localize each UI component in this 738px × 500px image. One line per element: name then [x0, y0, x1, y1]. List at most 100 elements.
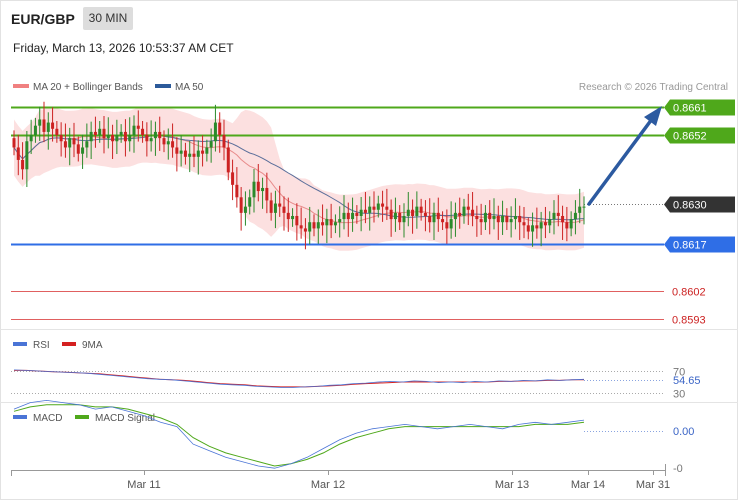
- rsi-tick-label: 70: [673, 367, 685, 379]
- candle-body: [235, 184, 239, 198]
- rsi-line: [13, 369, 585, 388]
- candle-body: [398, 212, 402, 223]
- symbol-title: EUR/GBP: [11, 11, 75, 27]
- candle-body: [372, 206, 376, 210]
- candle-body: [561, 215, 565, 223]
- level-tag-0: [664, 99, 735, 116]
- research-credit: Research © 2026 Trading Central: [579, 82, 728, 93]
- candle-body: [539, 222, 543, 229]
- candle-body: [299, 225, 303, 229]
- candle-body: [243, 206, 247, 213]
- candle-body: [329, 219, 333, 226]
- candle-body: [149, 138, 153, 142]
- candle-body: [453, 212, 457, 220]
- candle-body: [509, 219, 513, 223]
- candle-body: [158, 131, 162, 139]
- candle-body: [248, 197, 252, 207]
- candle-body: [273, 203, 277, 213]
- candle-body: [513, 215, 517, 220]
- level-label-4: 0.8602: [672, 287, 706, 299]
- candle-body: [226, 147, 230, 173]
- candle-body: [535, 225, 539, 229]
- ma50-legend-label: MA 50: [175, 82, 204, 93]
- candle-body: [419, 206, 423, 213]
- candle-body: [141, 128, 145, 136]
- candle-body: [531, 225, 535, 232]
- candle-body: [153, 131, 157, 139]
- candle-body: [68, 138, 72, 148]
- candle-body: [132, 125, 136, 136]
- timestamp: Friday, March 13, 2026 10:53:37 AM CET: [13, 41, 234, 55]
- candle-body: [25, 141, 29, 170]
- candle-body: [466, 206, 470, 210]
- macd-legend-swatch: [13, 415, 27, 419]
- forecast-arrow: [587, 106, 662, 206]
- candle-body: [573, 212, 577, 220]
- candle-body: [449, 219, 453, 229]
- candle-body: [81, 147, 85, 154]
- candle-body: [351, 212, 355, 220]
- candle-body: [218, 122, 222, 136]
- candle-body: [166, 141, 170, 145]
- candle-body: [256, 181, 260, 192]
- candle-body: [381, 203, 385, 207]
- candle-body: [363, 209, 367, 213]
- candle-body: [231, 172, 235, 185]
- candle-body: [175, 147, 179, 154]
- candle-body: [46, 122, 50, 132]
- macd-tick-label: 0.00: [673, 426, 694, 438]
- candle-body: [505, 215, 509, 223]
- candle-body: [492, 215, 496, 220]
- candle-body: [145, 135, 149, 142]
- candle-body: [265, 187, 269, 201]
- candle-body: [488, 212, 492, 220]
- candle-body: [286, 212, 290, 220]
- candle-body: [428, 215, 432, 223]
- timeframe-badge[interactable]: 30 MIN: [83, 7, 133, 30]
- level-tag-2: [664, 196, 735, 213]
- candle-body: [415, 206, 419, 216]
- candle-body: [278, 203, 282, 207]
- macd-signal-legend-label: MACD Signal: [95, 413, 155, 424]
- candle-body: [102, 128, 106, 139]
- candle-body: [171, 141, 175, 148]
- candle-body: [393, 212, 397, 220]
- candle-body: [72, 138, 76, 145]
- candle-body: [29, 135, 33, 142]
- candle-body: [42, 119, 46, 132]
- x-tick-label: Mar 11: [127, 479, 160, 491]
- macd-tick-label: -0: [673, 463, 683, 475]
- candle-body: [376, 203, 380, 210]
- candle-body: [406, 209, 410, 216]
- candle-body: [359, 209, 363, 216]
- candle-body: [423, 212, 427, 216]
- x-tick-label: Mar 12: [311, 479, 345, 491]
- candle-body: [93, 131, 97, 136]
- candle-body: [312, 222, 316, 229]
- candle-body: [295, 215, 299, 226]
- candle-body: [269, 200, 273, 213]
- x-tick-label: Mar 14: [571, 479, 605, 491]
- candle-body: [385, 206, 389, 210]
- candle-body: [123, 131, 127, 142]
- rsi-ma-legend-label: 9MA: [82, 340, 103, 351]
- level-label-3: 0.8617: [673, 240, 707, 252]
- candle-body: [432, 212, 436, 223]
- candle-body: [458, 212, 462, 216]
- candle-body: [436, 212, 440, 220]
- candle-body: [201, 150, 205, 154]
- candle-body: [321, 222, 325, 226]
- price-levels: 0.8661 0.8652 0.8630 0.8617 0.8602 0.8593: [11, 99, 735, 327]
- candle-body: [55, 128, 59, 136]
- x-tick-label: Mar 13: [495, 479, 529, 491]
- macd-pane: 0.00 -0: [13, 399, 694, 475]
- candle-body: [85, 141, 89, 148]
- candle-body: [192, 153, 196, 157]
- candle-body: [338, 219, 342, 223]
- candle-body: [162, 138, 166, 145]
- candle-body: [38, 119, 42, 126]
- candle-body: [21, 159, 25, 170]
- ma20-legend-label: MA 20 + Bollinger Bands: [33, 82, 143, 93]
- candle-body: [282, 206, 286, 213]
- candle-body: [291, 215, 295, 220]
